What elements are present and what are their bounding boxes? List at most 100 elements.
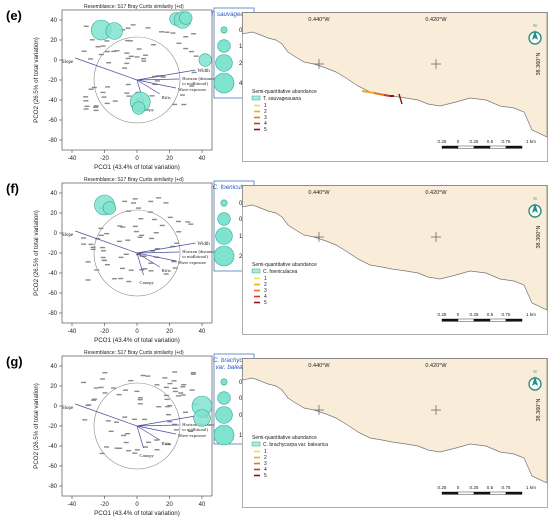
- sample-label: [185, 221, 191, 223]
- sample-label: [142, 418, 148, 421]
- scale-bar-segment: [457, 145, 475, 149]
- vector-line: [136, 425, 144, 449]
- legend-size-label: 1: [239, 433, 243, 439]
- sample-label: [179, 94, 185, 96]
- sample-label: [181, 103, 187, 106]
- sample-label: [162, 377, 168, 379]
- sample-label: [104, 446, 110, 448]
- scale-bar-segment: [489, 491, 507, 495]
- vector-line: [136, 252, 177, 262]
- sample-label: [81, 237, 87, 239]
- sample-label: [126, 449, 132, 452]
- sample-label: [172, 423, 178, 426]
- legend-bubble: [213, 245, 235, 267]
- sample-label: [172, 267, 178, 269]
- sample-label: [114, 50, 120, 52]
- y-tick-label: -20: [48, 251, 57, 257]
- vector-label: to midlittoral): [182, 81, 208, 86]
- y-axis-label: PCO2 (26.5% of total variation): [33, 210, 40, 296]
- sample-label: [105, 86, 111, 88]
- x-tick-label: -20: [100, 156, 109, 162]
- sample-label: [88, 58, 94, 60]
- sample-label: [156, 75, 162, 77]
- sample-label: [154, 439, 160, 441]
- sample-label: [104, 40, 110, 42]
- sample-label: [108, 430, 114, 433]
- vector-line: [136, 69, 196, 81]
- sample-label: [142, 268, 148, 270]
- sample-label: [83, 108, 89, 110]
- map-legend-class: 5: [264, 473, 267, 479]
- x-tick-label: -20: [100, 502, 109, 508]
- sample-label: [193, 55, 199, 57]
- sample-label: [167, 216, 173, 219]
- land-area: [242, 185, 548, 311]
- sample-label: [134, 56, 140, 58]
- sample-label: [121, 434, 127, 437]
- sample-label: [183, 47, 189, 50]
- abundance-segment: [398, 93, 403, 105]
- sample-label: [154, 449, 160, 451]
- vector-label: Wave exposure: [178, 260, 206, 265]
- scale-bar-label: 1 km: [526, 312, 536, 317]
- scale-bar-label: 1 km: [526, 485, 536, 490]
- map-legend-class: 5: [264, 127, 267, 133]
- legend-bubble: [213, 72, 235, 94]
- scale-bar-label: 0: [457, 312, 460, 317]
- abundance-segment: [361, 90, 375, 94]
- y-tick-label: -20: [48, 78, 57, 84]
- sample-label: [120, 267, 126, 270]
- abundance-segment: [383, 94, 391, 97]
- vector-label: Slope: [62, 233, 74, 238]
- sample-label: [90, 246, 96, 248]
- bubble: [132, 101, 146, 115]
- sample-label: [138, 218, 144, 220]
- sample-label: [191, 33, 197, 35]
- sample-label: [124, 52, 130, 54]
- vector-label: Rifts: [162, 95, 171, 100]
- map-legend-title: Semi-quantitative abundance: [252, 89, 317, 95]
- map-legend-class: 1: [264, 449, 267, 455]
- sample-label: [163, 394, 169, 397]
- sample-label: [178, 392, 184, 394]
- sample-label: [159, 224, 165, 227]
- sample-label: [114, 447, 120, 449]
- sample-label: [112, 100, 118, 102]
- sample-label: [150, 250, 156, 252]
- vector-label: Rifts: [162, 441, 171, 446]
- sample-label: [118, 277, 124, 280]
- x-tick-label: -40: [68, 502, 77, 508]
- map-legend-class: 1: [264, 103, 267, 109]
- y-tick-label: 40: [50, 18, 57, 24]
- vector-line: [136, 251, 180, 254]
- y-tick-label: 20: [50, 211, 57, 217]
- plot-header: Resemblance: S17 Bray Curtis similarity …: [84, 350, 184, 356]
- sample-label: [98, 234, 104, 236]
- sample-label: [188, 223, 194, 225]
- sample-label: [143, 446, 149, 448]
- sample-label: [125, 83, 131, 86]
- sample-label: [85, 279, 91, 281]
- sample-label: [166, 413, 172, 416]
- sample-label: [176, 42, 182, 45]
- sample-label: [140, 374, 146, 377]
- pco-bubble-plot: Resemblance: S17 Bray Curtis similarity …: [33, 350, 256, 517]
- map-legend-class: 1: [264, 276, 267, 282]
- vector-line: [136, 425, 177, 435]
- north-arrow-icon: N: [528, 196, 542, 218]
- x-axis-label: PCO1 (43.4% of total variation): [94, 164, 180, 171]
- panel-letter: (e): [6, 8, 22, 23]
- x-axis-label: PCO1 (43.4% of total variation): [94, 510, 180, 517]
- legend-bubble: [215, 227, 233, 245]
- sample-label: [91, 86, 97, 89]
- sample-label: [163, 202, 169, 204]
- sample-label: [171, 380, 177, 382]
- scale-bar-label: 0.75: [502, 139, 511, 144]
- map-legend-class: 3: [264, 461, 267, 467]
- sample-label: [171, 260, 177, 262]
- vector-label: Horizon (distance: [182, 249, 215, 254]
- vector-label: Width: [198, 69, 211, 74]
- y-tick-label: -80: [48, 311, 57, 317]
- sample-label: [156, 197, 162, 199]
- sample-label: [172, 387, 178, 389]
